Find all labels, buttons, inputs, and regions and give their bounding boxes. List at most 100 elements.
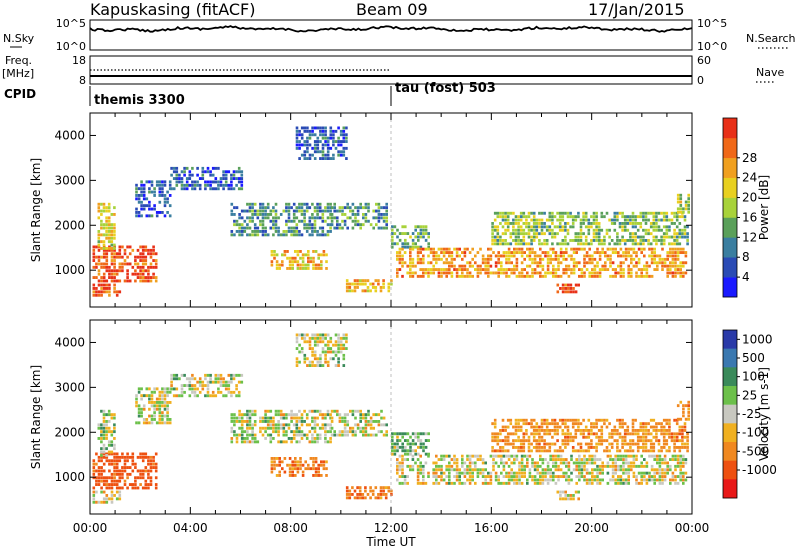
velocity-echo-cell xyxy=(406,464,409,468)
power-echo-cell xyxy=(523,257,526,261)
velocity-echo-cell xyxy=(246,433,249,437)
power-echo-cell xyxy=(246,202,249,206)
velocity-echo-cell xyxy=(645,471,649,475)
velocity-echo-cell xyxy=(137,411,141,415)
power-echo-cell xyxy=(401,261,404,265)
velocity-echo-cell xyxy=(115,483,119,486)
velocity-echo-cell xyxy=(684,458,688,461)
velocity-echo-cell xyxy=(300,347,304,350)
velocity-echo-cell xyxy=(522,432,526,436)
velocity-echo-cell xyxy=(496,435,500,439)
velocity-echo-cell xyxy=(540,425,544,429)
velocity-echo-cell xyxy=(102,409,106,413)
velocity-echo-cell xyxy=(565,475,568,478)
velocity-echo-cell xyxy=(644,432,648,436)
power-echo-cell xyxy=(246,216,249,220)
velocity-echo-cell xyxy=(518,478,521,482)
velocity-echo-cell xyxy=(611,461,615,465)
velocity-echo-cell xyxy=(209,394,212,398)
power-echo-cell xyxy=(510,268,513,271)
velocity-echo-cell xyxy=(346,413,349,417)
velocity-echo-cell xyxy=(435,471,438,475)
power-echo-cell xyxy=(675,215,679,219)
velocity-echo-cell xyxy=(437,468,441,472)
power-echo-cell xyxy=(501,211,505,215)
power-echo-cell xyxy=(558,242,562,246)
velocity-echo-cell xyxy=(656,478,659,482)
velocity-echo-cell xyxy=(97,479,101,483)
power-echo-cell xyxy=(324,233,327,237)
velocity-echo-cell xyxy=(155,387,159,391)
velocity-echo-cell xyxy=(170,373,173,377)
power-echo-cell xyxy=(663,257,667,261)
power-echo-cell xyxy=(97,283,101,287)
power-echo-cell xyxy=(298,146,301,150)
velocity-echo-cell xyxy=(650,454,654,458)
velocity-echo-cell xyxy=(606,464,610,468)
velocity-echo-cell xyxy=(548,449,552,453)
velocity-echo-cell xyxy=(319,360,322,364)
velocity-echo-cell xyxy=(481,481,485,485)
power-echo-cell xyxy=(504,232,507,236)
velocity-echo-cell xyxy=(422,432,425,436)
power-echo-cell xyxy=(440,247,443,251)
date-title: 17/Jan/2015 xyxy=(588,0,685,19)
power-echo-cell xyxy=(92,290,96,294)
power-echo-cell xyxy=(497,251,500,254)
power-echo-cell xyxy=(461,268,464,271)
velocity-echo-cell xyxy=(404,432,407,436)
velocity-echo-cell xyxy=(305,416,309,420)
power-echo-cell xyxy=(367,209,370,213)
velocity-echo-cell xyxy=(673,439,676,443)
velocity-echo-cell xyxy=(339,343,343,347)
power-echo-cell xyxy=(683,235,687,239)
velocity-echo-cell xyxy=(296,470,300,474)
velocity-echo-cell xyxy=(154,476,158,480)
velocity-echo-cell xyxy=(627,481,630,485)
power-echo-cell xyxy=(476,251,480,254)
power-echo-cell xyxy=(152,259,155,262)
velocity-echo-cell xyxy=(627,478,630,482)
power-echo-cell xyxy=(214,177,218,180)
power-echo-cell xyxy=(663,261,667,265)
power-echo-cell xyxy=(630,268,633,271)
power-echo-cell xyxy=(278,263,281,267)
power-echo-cell xyxy=(515,264,519,268)
velocity-echo-cell xyxy=(591,475,594,478)
velocity-echo-cell xyxy=(113,413,116,417)
power-echo-cell xyxy=(669,251,672,254)
velocity-echo-cell xyxy=(541,461,545,465)
velocity-echo-cell xyxy=(484,468,487,472)
power-echo-cell xyxy=(170,166,173,170)
velocity-echo-cell xyxy=(595,432,598,436)
power-echo-cell xyxy=(445,251,448,254)
power-echo-cell xyxy=(546,254,550,258)
velocity-echo-cell xyxy=(535,446,539,449)
velocity-echo-cell xyxy=(536,464,539,468)
velocity-echo-cell xyxy=(675,446,679,449)
power-echo-cell xyxy=(590,215,593,219)
power-echo-cell xyxy=(188,177,192,180)
power-echo-cell xyxy=(682,264,685,268)
power-echo-cell xyxy=(571,215,575,219)
power-echo-cell xyxy=(559,274,563,278)
power-echo-cell xyxy=(377,219,381,223)
power-echo-cell xyxy=(287,202,291,206)
power-echo-cell xyxy=(110,269,114,273)
velocity-colorbar-swatch xyxy=(723,348,737,368)
velocity-echo-cell xyxy=(675,435,679,439)
power-echo-cell xyxy=(584,235,588,239)
power-echo-cell xyxy=(224,173,228,177)
power-echo-cell xyxy=(632,251,636,254)
velocity-echo-cell xyxy=(513,458,516,461)
power-echo-cell xyxy=(364,219,368,223)
velocity-echo-cell xyxy=(616,432,619,436)
velocity-echo-cell xyxy=(313,423,317,427)
velocity-echo-cell xyxy=(455,461,459,465)
power-echo-cell xyxy=(592,222,596,225)
power-echo-cell xyxy=(522,215,526,219)
power-echo-cell xyxy=(123,279,127,283)
velocity-echo-cell xyxy=(333,430,336,434)
velocity-echo-cell xyxy=(301,470,305,474)
power-echo-cell xyxy=(401,274,404,278)
